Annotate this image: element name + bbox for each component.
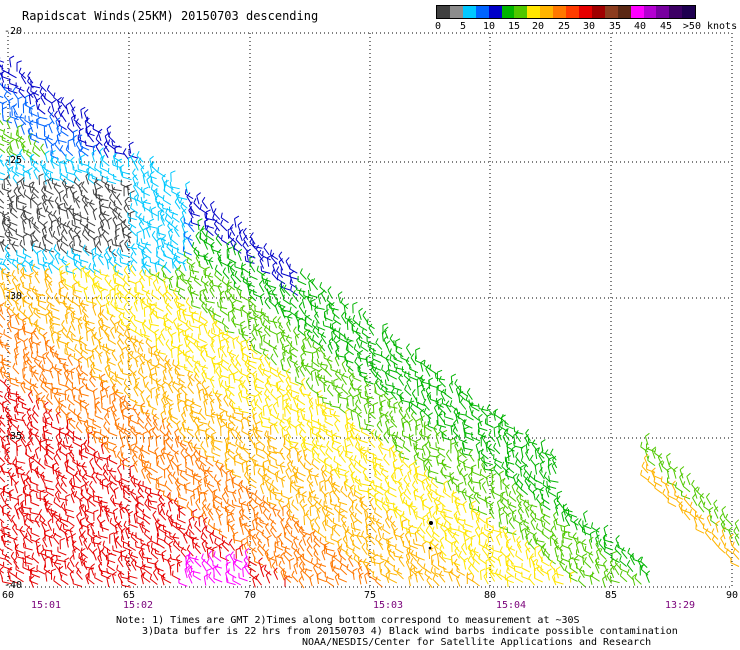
- island-marker: [429, 521, 433, 525]
- footnotes: Note: 1) Times are GMT 2)Times along bot…: [116, 615, 716, 648]
- colorbar-segment: [437, 6, 450, 18]
- wind-barb-swath: [0, 55, 651, 589]
- colorbar-segment: [540, 6, 554, 18]
- colorbar-label: 30: [582, 21, 596, 32]
- colorbar-segment: [566, 6, 579, 18]
- colorbar-segment: [488, 6, 502, 18]
- colorbar-label: >50 knots: [682, 21, 738, 32]
- note-line-1: Note: 1) Times are GMT 2)Times along bot…: [116, 615, 580, 626]
- wind-speed-colorbar: [436, 5, 696, 19]
- colorbar-label: 25: [557, 21, 571, 32]
- lat-label: -35: [4, 431, 23, 442]
- lon-label: 80: [483, 590, 497, 601]
- colorbar-labels: 0 5 10 15 20 25 30 35 40 45 >50 knots: [420, 21, 740, 35]
- colorbar-segment: [656, 6, 670, 18]
- time-label: 15:01: [30, 600, 62, 611]
- lon-label: 90: [725, 590, 739, 601]
- colorbar-segment: [501, 6, 515, 18]
- colorbar-segment: [682, 6, 696, 18]
- lon-label: 85: [604, 590, 618, 601]
- note-line-3: NOAA/NESDIS/Center for Satellite Applica…: [302, 637, 652, 648]
- colorbar-segment: [527, 6, 541, 18]
- colorbar-label: 45: [659, 21, 673, 32]
- colorbar-label: 15: [507, 21, 521, 32]
- colorbar-label: 20: [531, 21, 545, 32]
- lat-label: -25: [4, 155, 23, 166]
- colorbar-segment: [514, 6, 528, 18]
- lat-label: -30: [4, 291, 23, 302]
- map-title: Rapidscat Winds(25KM) 20150703 descendin…: [22, 9, 319, 23]
- colorbar-label: 40: [633, 21, 647, 32]
- lon-label: 65: [122, 590, 136, 601]
- island-marker: [428, 546, 432, 550]
- lon-label: 70: [243, 590, 257, 601]
- colorbar-label: 10: [482, 21, 496, 32]
- colorbar-segment: [643, 6, 657, 18]
- colorbar-segment: [462, 6, 476, 18]
- lon-label: 75: [363, 590, 377, 601]
- time-label: 13:29: [664, 600, 696, 611]
- time-label: 15:03: [372, 600, 404, 611]
- colorbar-segment: [604, 6, 618, 18]
- colorbar-label: 35: [608, 21, 622, 32]
- colorbar-segment: [591, 6, 605, 18]
- colorbar-segment: [449, 6, 463, 18]
- time-label: 15:02: [122, 600, 154, 611]
- lat-label: -20: [4, 26, 23, 37]
- time-label: 15:04: [495, 600, 527, 611]
- colorbar-label: 5: [459, 21, 467, 32]
- lat-label: -40: [4, 580, 23, 591]
- colorbar-segment: [617, 6, 631, 18]
- wind-barb-swath-right: [640, 432, 740, 567]
- colorbar-segment: [475, 6, 489, 18]
- note-line-2: 3)Data buffer is 22 hrs from 20150703 4)…: [142, 626, 678, 637]
- colorbar-segment: [578, 6, 592, 18]
- colorbar-segment: [669, 6, 683, 18]
- colorbar-segment: [630, 6, 644, 18]
- lon-label: 60: [1, 590, 15, 601]
- colorbar-segment: [553, 6, 567, 18]
- colorbar-label: 0: [434, 21, 442, 32]
